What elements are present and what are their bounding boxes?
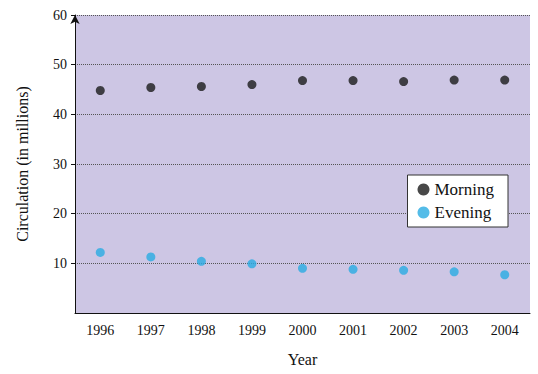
svg-text:Year: Year <box>288 351 318 368</box>
svg-text:30: 30 <box>53 157 67 172</box>
svg-text:2001: 2001 <box>339 323 367 338</box>
svg-text:60: 60 <box>53 8 67 23</box>
svg-text:Circulation (in millions): Circulation (in millions) <box>14 86 32 242</box>
svg-text:2004: 2004 <box>491 323 519 338</box>
svg-text:1999: 1999 <box>238 323 266 338</box>
svg-text:2003: 2003 <box>440 323 468 338</box>
svg-text:2000: 2000 <box>289 323 317 338</box>
svg-text:20: 20 <box>53 206 67 221</box>
svg-text:2002: 2002 <box>390 323 418 338</box>
svg-text:40: 40 <box>53 107 67 122</box>
svg-text:1998: 1998 <box>187 323 215 338</box>
svg-text:50: 50 <box>53 57 67 72</box>
svg-text:1997: 1997 <box>137 323 165 338</box>
svg-text:Morning: Morning <box>435 180 495 199</box>
svg-text:10: 10 <box>53 256 67 271</box>
svg-text:Evening: Evening <box>435 203 492 222</box>
svg-text:1996: 1996 <box>86 323 114 338</box>
